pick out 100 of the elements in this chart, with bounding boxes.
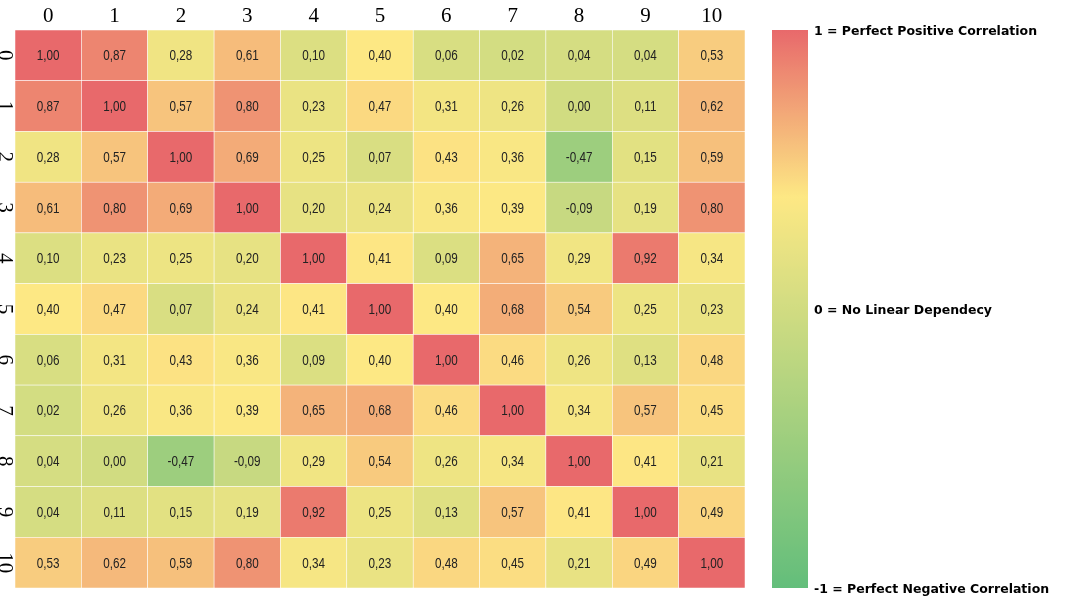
data-label: 1,00 <box>634 503 657 521</box>
data-label: 0,21 <box>567 554 591 571</box>
data-label: 1,00 <box>434 351 458 369</box>
data-label: 0,65 <box>501 249 525 267</box>
data-label: 0,41 <box>567 503 591 521</box>
data-label: 0,68 <box>501 300 525 318</box>
data-label: 0,54 <box>567 300 591 318</box>
data-label: 0,10 <box>302 47 326 64</box>
data-label: 0,80 <box>235 97 259 115</box>
data-label: 0,36 <box>434 199 458 216</box>
data-label: 1,00 <box>103 97 126 115</box>
x-tick-label: 2 <box>175 3 187 27</box>
data-label: 0,26 <box>434 452 458 470</box>
data-label: 0,20 <box>235 249 259 267</box>
data-label: 0,19 <box>634 199 657 216</box>
data-label: 0,07 <box>368 148 392 166</box>
data-label: 0,04 <box>567 47 591 64</box>
data-label: 1,00 <box>169 148 193 166</box>
data-label: 1,00 <box>235 199 259 216</box>
data-label: 0,29 <box>567 249 591 267</box>
data-label: 0,80 <box>103 199 126 216</box>
data-label: 0,49 <box>634 554 657 571</box>
data-label: 0,46 <box>434 402 458 419</box>
data-label: 0,24 <box>368 199 392 216</box>
data-label: 0,59 <box>169 554 193 571</box>
color-bar-label: 1 = Perfect Positive Correlation <box>814 22 1038 38</box>
data-label: 1,00 <box>368 300 392 318</box>
data-label: 1,00 <box>700 554 724 571</box>
data-label: 0,26 <box>567 351 591 369</box>
data-label: 0,02 <box>36 402 60 419</box>
x-tick-label: 10 <box>701 3 723 27</box>
data-label: 0,36 <box>169 402 193 419</box>
x-tick-label: 4 <box>308 3 320 27</box>
data-label: 0,57 <box>634 402 657 419</box>
data-label: 0,25 <box>302 148 326 166</box>
data-label: -0,47 <box>565 148 593 166</box>
data-label: 0,80 <box>700 199 724 216</box>
data-label: 0,61 <box>235 47 259 64</box>
data-label: 0,57 <box>169 97 193 115</box>
data-label: 0,34 <box>302 554 326 571</box>
x-tick-label: 8 <box>573 3 585 27</box>
data-label: 0,46 <box>501 351 525 369</box>
data-label: 0,68 <box>368 402 392 419</box>
x-tick-label: 5 <box>374 3 386 27</box>
x-tick-label: 1 <box>109 3 120 27</box>
data-label: 0,39 <box>235 402 259 419</box>
data-label: 0,21 <box>700 452 724 470</box>
data-label: 0,48 <box>700 351 724 369</box>
data-label: 0,43 <box>169 351 193 369</box>
data-label: 0,06 <box>434 47 458 64</box>
data-label: 0,19 <box>235 503 259 521</box>
data-label: 0,34 <box>501 452 525 470</box>
data-label: 0,62 <box>103 554 126 571</box>
data-label: 0,25 <box>169 249 193 267</box>
data-label: 0,04 <box>634 47 658 64</box>
data-label: 0,11 <box>634 97 657 115</box>
data-label: 0,54 <box>368 452 392 470</box>
data-label: 0,15 <box>169 503 193 521</box>
data-label: 0,45 <box>700 402 724 419</box>
x-tick-label: 0 <box>42 3 54 27</box>
data-label: 0,06 <box>36 351 60 369</box>
data-label: 0,47 <box>103 300 126 318</box>
data-label: 0,49 <box>700 503 724 521</box>
data-label: 0,02 <box>501 47 525 64</box>
data-label: 0,04 <box>36 503 61 521</box>
data-label: 0,25 <box>634 300 657 318</box>
data-label: 0,69 <box>235 148 259 166</box>
data-label: 0,28 <box>36 148 60 166</box>
data-label: 0,09 <box>434 249 458 267</box>
data-label: 0,41 <box>368 249 392 267</box>
data-label: 0,61 <box>36 199 60 216</box>
data-label: 0,13 <box>634 351 657 369</box>
data-label: 1,00 <box>302 249 326 267</box>
x-tick-label: 9 <box>640 3 651 27</box>
data-label: 0,53 <box>700 47 724 64</box>
data-label: 0,23 <box>700 300 724 318</box>
data-label: 0,07 <box>169 300 193 318</box>
data-label: 0,09 <box>302 351 326 369</box>
data-label: 0,47 <box>368 97 392 115</box>
data-label: 0,92 <box>634 249 657 267</box>
data-label: 0,92 <box>302 503 326 521</box>
data-label: 0,04 <box>36 452 61 470</box>
data-label: 0,34 <box>567 402 591 419</box>
data-label: 0,26 <box>501 97 525 115</box>
data-label: 0,31 <box>103 351 126 369</box>
x-tick-label: 7 <box>507 3 518 27</box>
data-label: 0,36 <box>501 148 525 166</box>
data-label: 0,65 <box>302 402 326 419</box>
data-label: 0,80 <box>235 554 259 571</box>
data-label: 0,28 <box>169 47 193 64</box>
data-label: 0,40 <box>368 47 392 64</box>
data-label: 0,10 <box>36 249 60 267</box>
data-label: 0,20 <box>302 199 326 216</box>
data-label: 0,31 <box>434 97 458 115</box>
data-label: 0,23 <box>368 554 392 571</box>
data-label: 0,87 <box>36 97 60 115</box>
data-label: 0,40 <box>434 300 458 318</box>
data-label: 0,39 <box>501 199 525 216</box>
data-label: 0,34 <box>700 249 724 267</box>
data-label: -0,09 <box>233 452 261 470</box>
